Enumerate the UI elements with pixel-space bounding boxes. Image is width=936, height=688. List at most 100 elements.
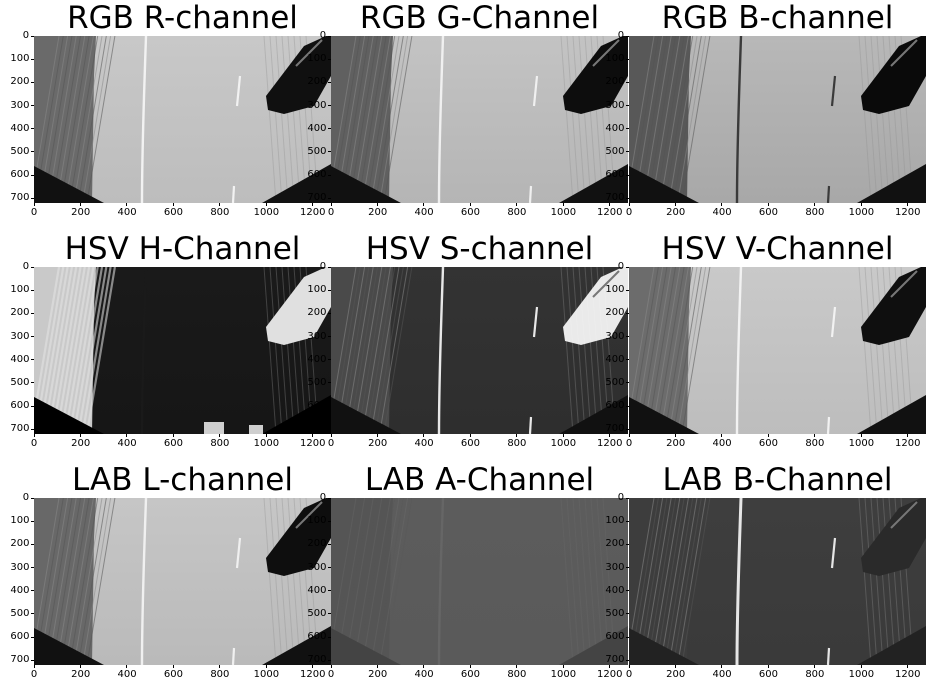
road-birdseye-image — [629, 498, 926, 665]
x-tick-mark — [172, 203, 174, 206]
y-tick-mark — [31, 636, 34, 638]
x-tick-mark — [562, 434, 564, 437]
x-tick-mark — [311, 665, 313, 668]
y-tick-label: 200 — [10, 307, 30, 319]
x-tick-mark — [376, 203, 378, 206]
y-tick-label: 700 — [307, 654, 327, 666]
y-tick-label: 600 — [605, 631, 625, 643]
y-tick-label: 100 — [10, 515, 30, 527]
x-tick-label: 1000 — [848, 669, 875, 680]
x-tick-label: 600 — [758, 207, 778, 218]
y-tick-label: 0 — [617, 492, 625, 503]
y-tick-mark — [328, 336, 331, 338]
panel-title: RGB R-channel — [67, 0, 298, 36]
x-tick-label: 1000 — [253, 438, 280, 449]
y-tick-mark — [626, 543, 629, 545]
y-tick-mark — [31, 520, 34, 522]
x-tick-mark — [628, 203, 630, 206]
x-tick-label: 1000 — [253, 669, 280, 680]
y-tick-mark — [31, 128, 34, 130]
x-tick-label: 400 — [414, 207, 434, 218]
x-tick-label: 800 — [507, 207, 527, 218]
channel-image — [629, 36, 926, 203]
y-tick-mark — [31, 312, 34, 314]
y-tick-mark — [31, 497, 34, 499]
x-tick-mark — [423, 203, 425, 206]
x-tick-label: 1200 — [597, 438, 623, 449]
y-tick-mark — [328, 567, 331, 569]
y-tick-label: 700 — [605, 192, 625, 204]
y-tick-mark — [328, 359, 331, 361]
x-tick-mark — [469, 665, 471, 668]
x-tick-label: 0 — [30, 669, 38, 680]
x-tick-label: 600 — [163, 669, 183, 680]
y-tick-mark — [328, 543, 331, 545]
x-tick-mark — [219, 665, 221, 668]
x-tick-label: 800 — [805, 669, 825, 680]
y-tick-label: 200 — [307, 307, 327, 319]
x-tick-mark — [423, 665, 425, 668]
x-tick-label: 200 — [666, 207, 686, 218]
y-tick-label: 300 — [605, 561, 625, 573]
x-tick-label: 800 — [210, 438, 230, 449]
x-tick-label: 0 — [625, 438, 633, 449]
y-tick-mark — [31, 289, 34, 291]
y-tick-mark — [328, 428, 331, 430]
y-tick-mark — [328, 58, 331, 60]
y-tick-mark — [626, 197, 629, 199]
x-tick-mark — [814, 665, 816, 668]
x-tick-label: 0 — [30, 207, 38, 218]
y-tick-label: 400 — [10, 584, 30, 596]
x-tick-mark — [906, 665, 908, 668]
y-tick-mark — [31, 35, 34, 37]
y-tick-mark — [626, 151, 629, 153]
x-tick-mark — [376, 665, 378, 668]
y-tick-mark — [328, 174, 331, 176]
x-tick-mark — [562, 203, 564, 206]
y-tick-label: 300 — [10, 561, 30, 573]
x-tick-label: 800 — [805, 207, 825, 218]
y-tick-mark — [626, 289, 629, 291]
x-tick-label: 1200 — [597, 669, 623, 680]
panel-title: LAB L-channel — [72, 462, 293, 498]
y-tick-label: 300 — [10, 330, 30, 342]
channel-image — [34, 36, 331, 203]
y-tick-mark — [626, 520, 629, 522]
y-tick-label: 700 — [605, 423, 625, 435]
x-tick-mark — [814, 434, 816, 437]
y-tick-mark — [626, 58, 629, 60]
x-tick-mark — [516, 434, 518, 437]
x-tick-mark — [126, 434, 128, 437]
y-tick-label: 200 — [10, 76, 30, 88]
y-tick-mark — [626, 35, 629, 37]
x-tick-label: 400 — [712, 669, 732, 680]
y-tick-label: 400 — [10, 122, 30, 134]
x-tick-label: 400 — [414, 669, 434, 680]
y-tick-mark — [328, 659, 331, 661]
y-tick-label: 400 — [605, 122, 625, 134]
x-tick-mark — [330, 665, 332, 668]
x-tick-label: 200 — [71, 669, 91, 680]
y-tick-label: 200 — [307, 538, 327, 550]
x-tick-mark — [265, 203, 267, 206]
y-tick-mark — [328, 266, 331, 268]
y-tick-label: 300 — [605, 330, 625, 342]
x-tick-label: 200 — [666, 438, 686, 449]
y-tick-label: 700 — [307, 192, 327, 204]
road-birdseye-image — [629, 267, 926, 434]
channel-image — [331, 36, 628, 203]
x-tick-mark — [628, 665, 630, 668]
y-tick-label: 400 — [307, 122, 327, 134]
y-tick-mark — [626, 359, 629, 361]
y-tick-label: 600 — [307, 400, 327, 412]
y-tick-label: 600 — [307, 169, 327, 181]
x-tick-label: 400 — [117, 207, 137, 218]
x-tick-mark — [767, 665, 769, 668]
road-birdseye-image — [331, 498, 628, 665]
y-tick-label: 300 — [10, 99, 30, 111]
x-tick-mark — [423, 434, 425, 437]
x-tick-label: 1000 — [848, 207, 875, 218]
y-tick-mark — [328, 613, 331, 615]
x-tick-label: 1200 — [597, 207, 623, 218]
y-tick-label: 600 — [307, 631, 327, 643]
